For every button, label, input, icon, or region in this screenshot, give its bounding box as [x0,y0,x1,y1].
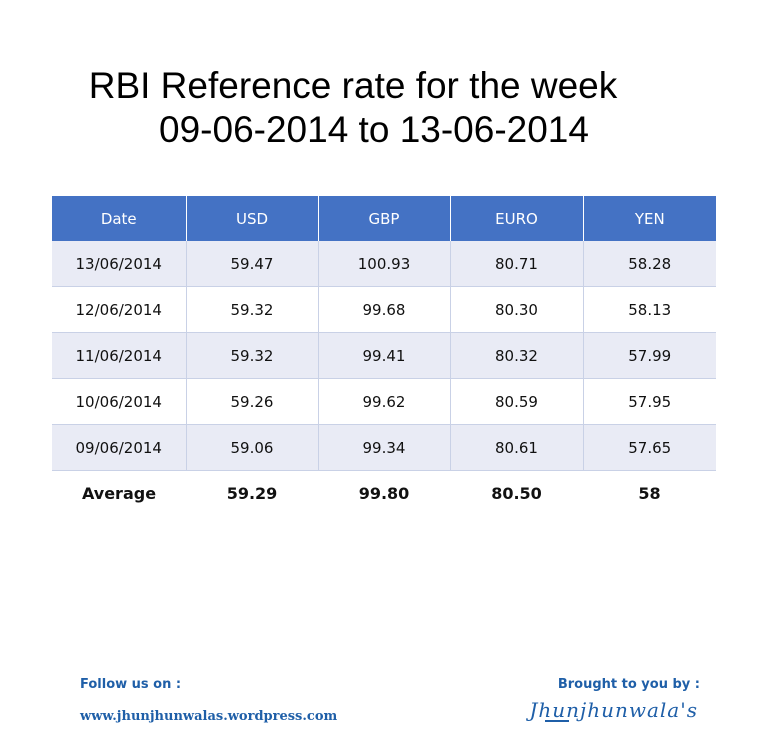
page-title: RBI Reference rate for the week 09-06-20… [0,64,768,152]
gbp-cell: 99.62 [318,378,451,425]
title-line-2: 09-06-2014 to 13-06-2014 [159,109,589,150]
brand-underline [545,720,569,722]
table-row: 11/06/2014 59.32 99.41 80.32 57.99 [52,332,716,379]
table-row: 09/06/2014 59.06 99.34 80.61 57.65 [52,424,716,471]
usd-cell: 59.06 [186,424,319,471]
euro-cell: 80.61 [450,424,584,471]
table-header-row: Date USD GBP EURO YEN [52,196,716,241]
brought-to-you-label: Brought to you by : [557,677,700,692]
title-line-1: RBI Reference rate for the week [88,65,618,106]
column-header-euro: EURO [450,196,584,241]
brand-logo-text: Jhunjhunwala's [529,698,698,722]
table-row: 13/06/2014 59.47 100.93 80.71 58.28 [52,241,716,287]
yen-cell: 57.65 [583,424,716,471]
average-yen: 58 [583,470,716,516]
reference-rate-table: Date USD GBP EURO YEN 13/06/2014 59.47 1… [52,196,716,516]
table-row: 10/06/2014 59.26 99.62 80.59 57.95 [52,378,716,425]
euro-cell: 80.32 [450,332,584,379]
column-header-yen: YEN [583,196,716,241]
date-cell: 11/06/2014 [52,332,187,379]
date-cell: 12/06/2014 [52,286,187,333]
yen-cell: 58.13 [583,286,716,333]
gbp-cell: 99.41 [318,332,451,379]
usd-cell: 59.26 [186,378,319,425]
column-header-usd: USD [186,196,319,241]
yen-cell: 57.95 [583,378,716,425]
average-row: Average 59.29 99.80 80.50 58 [52,470,716,516]
average-label: Average [52,470,186,516]
yen-cell: 58.28 [583,241,716,287]
date-cell: 09/06/2014 [52,424,187,471]
usd-cell: 59.32 [186,286,319,333]
column-header-date: Date [52,196,187,241]
average-euro: 80.50 [450,470,583,516]
table-row: 12/06/2014 59.32 99.68 80.30 58.13 [52,286,716,333]
gbp-cell: 100.93 [318,241,451,287]
yen-cell: 57.99 [583,332,716,379]
euro-cell: 80.30 [450,286,584,333]
average-usd: 59.29 [186,470,318,516]
gbp-cell: 99.68 [318,286,451,333]
date-cell: 13/06/2014 [52,241,187,287]
column-header-gbp: GBP [318,196,451,241]
website-link[interactable]: www.jhunjhunwalas.wordpress.com [80,709,338,724]
euro-cell: 80.59 [450,378,584,425]
date-cell: 10/06/2014 [52,378,187,425]
follow-us-label: Follow us on : [80,677,182,692]
euro-cell: 80.71 [450,241,584,287]
average-gbp: 99.80 [318,470,450,516]
usd-cell: 59.47 [186,241,319,287]
usd-cell: 59.32 [186,332,319,379]
gbp-cell: 99.34 [318,424,451,471]
